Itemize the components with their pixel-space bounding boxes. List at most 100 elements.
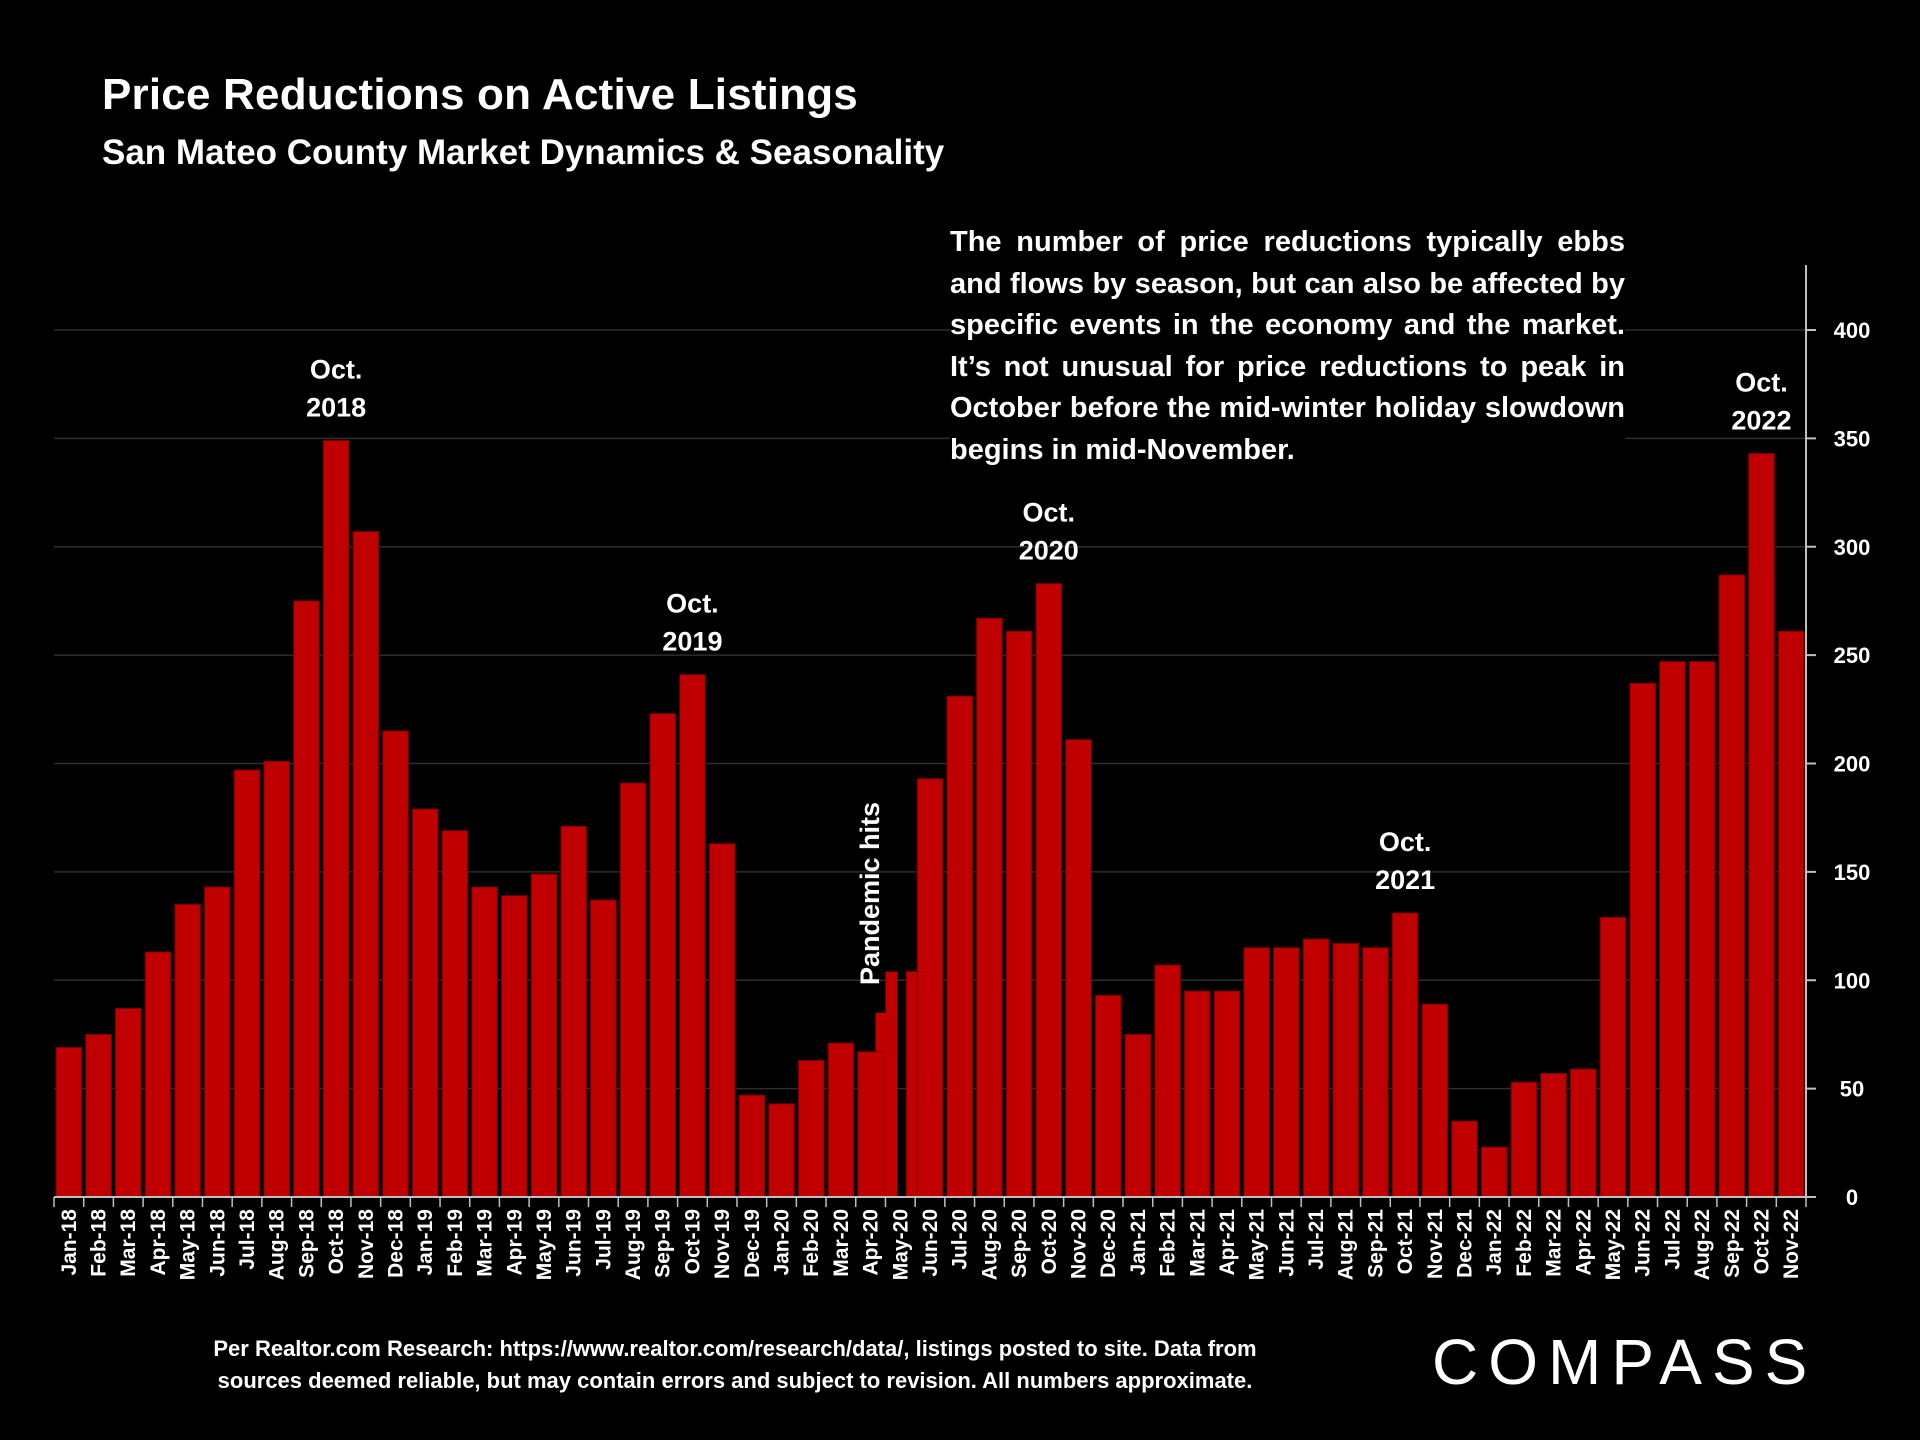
bar-jan-20 [768, 1103, 795, 1198]
bar-sep-22 [1718, 574, 1746, 1198]
x-tick-label: Jun-19 [563, 1209, 586, 1277]
bar-jan-19 [411, 808, 439, 1198]
x-tick-label: Mar-19 [474, 1209, 497, 1277]
bar-mar-18 [114, 1007, 142, 1198]
y-tick-label: 400 [1834, 318, 1871, 343]
x-tick-label: Feb-20 [800, 1209, 823, 1277]
bar-feb-22 [1510, 1081, 1538, 1198]
x-tick-label: Oct-20 [1038, 1209, 1061, 1274]
x-tick-label: Mar-20 [830, 1209, 853, 1277]
x-tick-label: Jul-22 [1661, 1209, 1684, 1270]
x-tick-label: Mar-22 [1543, 1209, 1566, 1277]
peak-annotation-year: 2022 [1731, 406, 1791, 436]
bar-oct-22 [1748, 453, 1775, 1198]
x-tick-label: Feb-19 [444, 1209, 467, 1277]
peak-annotation-year: 2018 [306, 393, 366, 423]
bar-mar-22 [1540, 1072, 1567, 1198]
bar-sep-21 [1362, 947, 1389, 1198]
bar-nov-21 [1421, 1003, 1449, 1198]
bar-dec-19 [738, 1094, 766, 1198]
y-tick-label: 50 [1840, 1077, 1864, 1102]
compass-logo: COMPASS [1432, 1326, 1818, 1398]
bar-aug-22 [1688, 661, 1716, 1198]
x-tick-label: Dec-18 [384, 1209, 407, 1278]
source-footnote: Per Realtor.com Research: https://www.re… [150, 1333, 1320, 1397]
bar-dec-18 [382, 730, 409, 1198]
bar-jul-21 [1302, 938, 1330, 1198]
bar-jan-21 [1124, 1033, 1152, 1198]
bar-apr-22 [1570, 1068, 1597, 1198]
x-tick-label: Aug-22 [1691, 1209, 1714, 1280]
x-tick-label: Nov-22 [1780, 1209, 1803, 1279]
x-tick-label: Jul-20 [949, 1209, 972, 1270]
bar-mar-20 [827, 1042, 855, 1198]
bar-aug-19 [619, 782, 647, 1198]
x-tick-label: Feb-22 [1513, 1209, 1536, 1277]
bar-jan-18 [55, 1046, 83, 1198]
x-tick-label: Nov-19 [711, 1209, 734, 1279]
bar-oct-18 [322, 440, 350, 1198]
x-tick-label: Feb-21 [1157, 1209, 1180, 1277]
bar-jul-22 [1659, 661, 1686, 1198]
x-tick-label: Oct-21 [1394, 1209, 1417, 1275]
bar-jun-21 [1273, 947, 1300, 1198]
x-tick-label: Oct-18 [325, 1209, 348, 1275]
x-tick-label: Apr-20 [860, 1209, 883, 1276]
bar-nov-22 [1777, 630, 1805, 1198]
chart-title: Price Reductions on Active Listings [102, 70, 858, 119]
pandemic-event-label: Pandemic hits [855, 802, 885, 985]
bar-jan-22 [1480, 1146, 1508, 1198]
peak-annotation-month: Oct. [310, 355, 363, 385]
x-tick-label: Jun-18 [206, 1209, 229, 1277]
peak-annotation-year: 2021 [1375, 865, 1435, 895]
y-tick-label: 0 [1846, 1185, 1858, 1210]
bar-feb-19 [441, 830, 469, 1198]
bar-apr-20 [857, 1051, 884, 1198]
bar-feb-18 [85, 1033, 112, 1198]
x-tick-label: Aug-19 [622, 1209, 645, 1280]
x-tick-label: Jul-21 [1305, 1209, 1328, 1270]
bar-jun-22 [1629, 682, 1656, 1198]
bar-may-18 [174, 903, 201, 1198]
bar-jul-18 [233, 769, 261, 1198]
x-tick-label: Mar-18 [117, 1209, 140, 1277]
x-tick-label: Sep-18 [295, 1209, 318, 1278]
x-tick-label: Dec-21 [1454, 1209, 1477, 1278]
chart-subtitle: San Mateo County Market Dynamics & Seaso… [102, 133, 945, 172]
x-tick-label: Apr-22 [1572, 1209, 1595, 1276]
bar-oct-21 [1391, 912, 1419, 1198]
bar-aug-21 [1332, 942, 1359, 1198]
x-tick-label: Dec-19 [741, 1209, 764, 1278]
bar-may-22 [1599, 916, 1627, 1198]
bar-oct-20 [1035, 583, 1063, 1198]
bar-mar-19 [471, 886, 498, 1198]
bar-oct-19 [679, 674, 706, 1198]
x-tick-label: May-22 [1602, 1209, 1625, 1280]
x-tick-label: Jul-19 [592, 1209, 615, 1270]
x-tick-label: Jun-21 [1275, 1209, 1298, 1277]
x-tick-label: Sep-20 [1008, 1209, 1031, 1278]
x-tick-label: Aug-18 [266, 1209, 289, 1280]
bar-dec-21 [1451, 1120, 1478, 1198]
x-tick-label: Jun-20 [919, 1209, 942, 1277]
x-tick-label: Sep-19 [652, 1209, 675, 1278]
bar-jul-20 [946, 695, 973, 1198]
x-tick-label: Jul-18 [236, 1209, 259, 1270]
x-tick-label: Jan-22 [1483, 1209, 1506, 1276]
y-tick-label: 150 [1834, 860, 1871, 885]
y-tick-label: 100 [1834, 968, 1871, 993]
x-tick-label: Aug-20 [978, 1209, 1001, 1280]
x-tick-label: Sep-21 [1364, 1209, 1387, 1278]
peak-annotation-month: Oct. [666, 589, 719, 619]
bar-apr-21 [1213, 990, 1241, 1198]
x-tick-label: Oct-22 [1750, 1209, 1773, 1274]
x-tick-label: Feb-18 [88, 1209, 111, 1277]
peak-annotation-year: 2020 [1019, 536, 1079, 566]
footnote-line-1: Per Realtor.com Research: https://www.re… [213, 1336, 1257, 1361]
x-tick-label: Apr-21 [1216, 1209, 1239, 1276]
annotation-text: The number of price reductions typically… [950, 222, 1625, 471]
x-tick-label: Nov-21 [1424, 1209, 1447, 1279]
peak-annotation-month: Oct. [1379, 827, 1432, 857]
bar-nov-19 [708, 843, 736, 1198]
